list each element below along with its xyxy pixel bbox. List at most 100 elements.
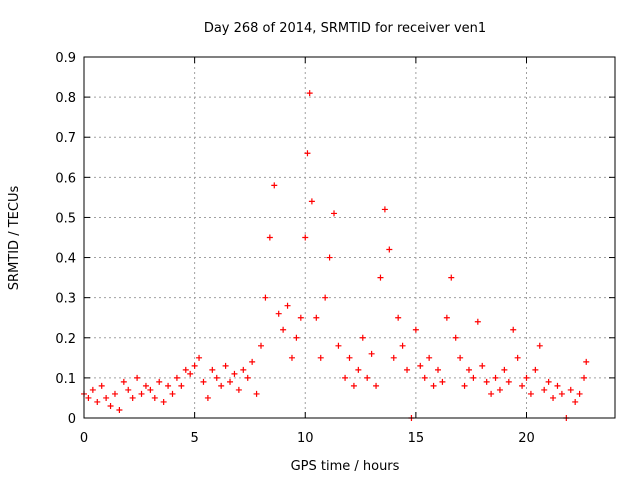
x-tick-label: 0	[80, 431, 88, 446]
data-point	[583, 358, 590, 365]
data-point	[116, 406, 123, 413]
data-point	[284, 302, 291, 309]
data-point	[448, 274, 455, 281]
data-point	[178, 382, 185, 389]
data-point	[395, 314, 402, 321]
x-tick-label: 5	[190, 431, 198, 446]
y-tick-label: 0.5	[55, 211, 76, 226]
data-point	[465, 366, 472, 373]
data-point	[435, 366, 441, 373]
data-points	[81, 90, 590, 421]
data-point	[280, 326, 287, 333]
data-point	[532, 366, 539, 373]
data-point	[209, 366, 216, 373]
data-point	[275, 310, 282, 317]
y-tick-label: 0.4	[55, 252, 76, 267]
data-point	[89, 386, 96, 393]
data-point	[107, 402, 114, 409]
y-tick-label: 0.7	[55, 131, 76, 146]
data-point	[288, 354, 295, 361]
data-point	[359, 334, 366, 341]
data-point	[142, 382, 149, 389]
data-point	[576, 390, 583, 397]
data-point	[581, 374, 588, 381]
data-point	[368, 350, 375, 357]
data-point	[262, 294, 269, 301]
y-tick-label: 0.2	[55, 332, 76, 347]
data-point	[505, 378, 512, 385]
data-point	[134, 374, 141, 381]
data-point	[492, 374, 499, 381]
data-point	[249, 358, 256, 365]
data-point	[293, 334, 300, 341]
data-point	[187, 370, 194, 377]
plot-frame	[83, 56, 616, 419]
data-point	[523, 374, 530, 381]
data-point	[204, 394, 211, 401]
data-point	[342, 374, 349, 381]
data-point	[165, 382, 172, 389]
data-point	[452, 334, 459, 341]
data-point	[335, 342, 342, 349]
data-point	[514, 354, 521, 361]
data-point	[231, 370, 238, 377]
data-point	[240, 366, 247, 373]
data-point	[541, 386, 548, 393]
data-point	[501, 366, 508, 373]
data-point	[346, 354, 353, 361]
data-point	[227, 378, 234, 385]
data-point	[545, 378, 552, 385]
data-point	[479, 362, 486, 369]
data-point	[222, 362, 229, 369]
data-point	[94, 398, 101, 405]
data-point	[381, 206, 388, 213]
data-point	[160, 398, 167, 405]
data-point	[317, 354, 324, 361]
data-point	[404, 366, 411, 373]
y-tick-label: 0.1	[55, 372, 76, 387]
data-point	[213, 374, 220, 381]
x-tick-label: 20	[518, 431, 535, 446]
data-point	[244, 374, 251, 381]
y-axis-label: SRMTID / TECUs	[7, 186, 22, 291]
data-point	[271, 182, 278, 189]
data-point	[308, 198, 315, 205]
data-point	[572, 398, 579, 405]
data-point	[129, 394, 136, 401]
data-point	[350, 382, 357, 389]
data-point	[470, 374, 477, 381]
data-point	[430, 382, 437, 389]
y-tick-label: 0.9	[55, 51, 76, 66]
data-point	[373, 382, 380, 389]
data-point	[200, 378, 207, 385]
data-point	[417, 362, 424, 369]
data-point	[182, 366, 189, 373]
data-point	[519, 382, 526, 389]
data-point	[558, 390, 565, 397]
y-tick-label: 0.6	[55, 171, 76, 186]
data-point	[156, 378, 163, 385]
y-tick-label: 0	[68, 412, 76, 427]
data-point	[235, 386, 242, 393]
data-point	[496, 386, 503, 393]
chart-title: Day 268 of 2014, SRMTID for receiver ven…	[204, 21, 486, 36]
data-point	[196, 354, 203, 361]
data-point	[120, 378, 127, 385]
data-point	[103, 394, 110, 401]
data-point	[138, 390, 145, 397]
data-point	[355, 366, 362, 373]
data-point	[147, 386, 154, 393]
data-point	[554, 382, 561, 389]
data-point	[421, 374, 428, 381]
grid-lines	[84, 57, 615, 418]
data-point	[322, 294, 329, 301]
x-tick-label: 10	[297, 431, 314, 446]
data-point	[253, 390, 260, 397]
data-point	[536, 342, 543, 349]
data-point	[266, 234, 273, 241]
data-point	[364, 374, 371, 381]
data-point	[474, 318, 481, 325]
data-point	[191, 362, 198, 369]
data-point	[258, 342, 264, 349]
